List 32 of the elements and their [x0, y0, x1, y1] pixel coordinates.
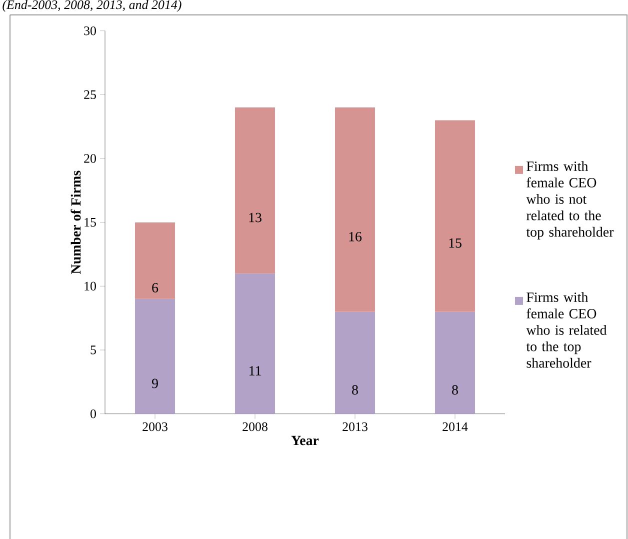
bar	[335, 107, 376, 312]
x-tick-label: 2013	[342, 422, 368, 431]
data-label: 6	[152, 282, 158, 292]
y-tick-label: 10	[84, 282, 96, 290]
legend-label: Firms with female CEO who is related to the top shareholder	[526, 292, 607, 368]
bar	[235, 273, 276, 414]
y-tick-label: 25	[84, 90, 96, 99]
y-tick-label: 20	[84, 154, 96, 163]
chart-subtitle: (End-2003, 2008, 2013, and 2014)	[2, 0, 182, 12]
bar	[435, 311, 476, 414]
bar	[135, 298, 176, 414]
bar	[435, 120, 476, 312]
x-tick-label: 2003	[142, 422, 168, 431]
y-axis-title: Number of Firms	[70, 170, 81, 274]
x-tick-label: 2014	[442, 422, 468, 431]
data-label: 8	[452, 384, 458, 394]
data-label: 11	[250, 366, 261, 376]
y-tick-label: 15	[84, 218, 96, 226]
bar	[135, 222, 176, 299]
data-label: 8	[352, 384, 358, 394]
data-label: 15	[449, 238, 462, 248]
legend-label: Firms with female CEO who is not related to the top shareholder	[526, 160, 614, 240]
y-tick-label: 5	[90, 345, 96, 354]
y-tick-label: 0	[90, 409, 96, 418]
data-label: 16	[349, 232, 362, 242]
bar	[235, 107, 276, 274]
data-label: 13	[249, 212, 262, 222]
data-label: 9	[152, 378, 158, 388]
bar	[335, 311, 376, 414]
x-axis-title: Year	[291, 436, 319, 445]
y-tick-label: 30	[84, 26, 96, 35]
x-tick-label: 2008	[242, 422, 268, 431]
